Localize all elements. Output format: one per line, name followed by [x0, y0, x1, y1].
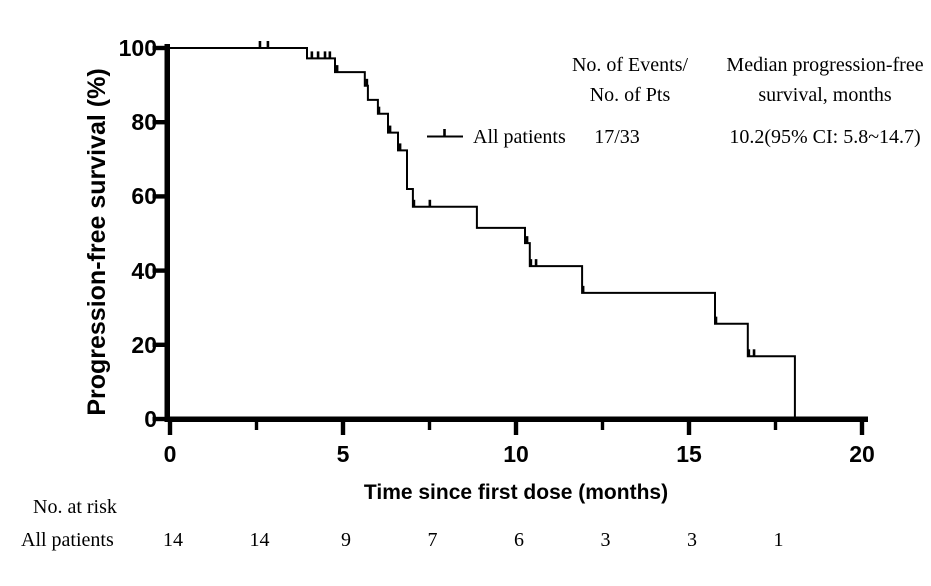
at-risk-count: 3 — [600, 529, 611, 551]
x-major-tick — [513, 421, 519, 435]
y-tick — [152, 194, 166, 199]
at-risk-title: No. at risk — [33, 496, 117, 518]
stats-events-value: 17/33 — [594, 126, 640, 148]
y-axis-title: Progression-free survival (%) — [83, 68, 111, 416]
stats-median-value: 10.2(95% CI: 5.8~14.7) — [729, 126, 921, 148]
at-risk-count: 14 — [163, 529, 183, 551]
x-minor-tick — [254, 421, 259, 430]
y-tick — [152, 416, 166, 422]
y-tick-label: 80 — [131, 109, 157, 136]
x-tick-label: 10 — [503, 441, 529, 467]
x-axis-title: Time since first dose (months) — [363, 481, 669, 504]
y-tick-label: 100 — [118, 35, 157, 61]
stats-events-header-line1: No. of Events/ — [571, 54, 689, 76]
x-tick-label: 0 — [163, 441, 177, 467]
at-risk-count: 9 — [341, 529, 351, 551]
at-risk-count: 6 — [514, 529, 524, 551]
y-tick-label: 0 — [144, 406, 157, 432]
x-major-tick — [340, 421, 346, 435]
x-tick-label: 20 — [849, 441, 875, 467]
at-risk-count: 1 — [773, 529, 784, 551]
survival-curve — [170, 47, 796, 419]
x-major-tick — [859, 421, 865, 435]
at-risk-count: 7 — [427, 529, 438, 551]
x-tick-label: 15 — [676, 441, 702, 467]
y-axis-line — [164, 44, 170, 422]
y-tick — [152, 45, 166, 51]
x-major-tick — [686, 421, 692, 435]
at-risk-row-label: All patients — [21, 529, 114, 551]
y-tick — [152, 120, 166, 125]
y-tick-label: 40 — [131, 257, 157, 284]
x-major-tick — [167, 421, 173, 435]
y-tick-label: 20 — [131, 331, 157, 358]
y-tick-label: 60 — [131, 183, 157, 210]
x-minor-tick — [427, 421, 432, 430]
stats-events-header-line2: No. of Pts — [589, 84, 671, 106]
stats-median-header-line1: Median progression-free — [726, 54, 924, 76]
x-minor-tick — [600, 421, 605, 430]
x-tick-label: 5 — [336, 441, 350, 467]
x-axis-line — [164, 416, 868, 422]
x-minor-tick — [773, 421, 778, 430]
stats-median-header-line2: survival, months — [758, 84, 892, 106]
y-tick — [152, 268, 166, 273]
y-tick — [152, 342, 166, 347]
legend-series-label: All patients — [473, 126, 566, 148]
at-risk-count: 3 — [687, 529, 697, 551]
at-risk-count: 14 — [249, 529, 270, 551]
